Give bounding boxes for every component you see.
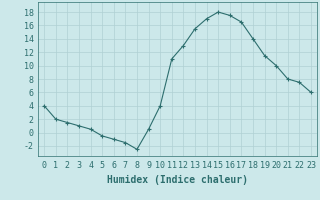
X-axis label: Humidex (Indice chaleur): Humidex (Indice chaleur) [107, 175, 248, 185]
